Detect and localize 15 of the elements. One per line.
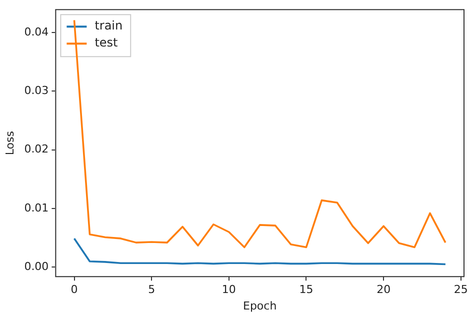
x-tick-label: 5 (148, 283, 156, 296)
y-axis-title: Loss (3, 130, 16, 156)
y-tick-label: 0.02 (24, 142, 49, 156)
x-tick-label: 0 (70, 283, 78, 296)
x-axis-title: Epoch (243, 299, 277, 312)
legend-label: train (94, 18, 123, 33)
x-tick-label: 25 (454, 283, 468, 296)
y-tick-label: 0.03 (24, 84, 49, 98)
x-tick-label: 15 (299, 283, 314, 296)
y-tick-label: 0.04 (24, 25, 49, 38)
x-tick-label: 10 (222, 283, 236, 296)
x-tick-label: 20 (376, 283, 391, 296)
y-tick-label: 0.01 (24, 201, 49, 214)
legend-label: test (94, 36, 118, 50)
y-tick-label: 0.00 (24, 260, 49, 274)
